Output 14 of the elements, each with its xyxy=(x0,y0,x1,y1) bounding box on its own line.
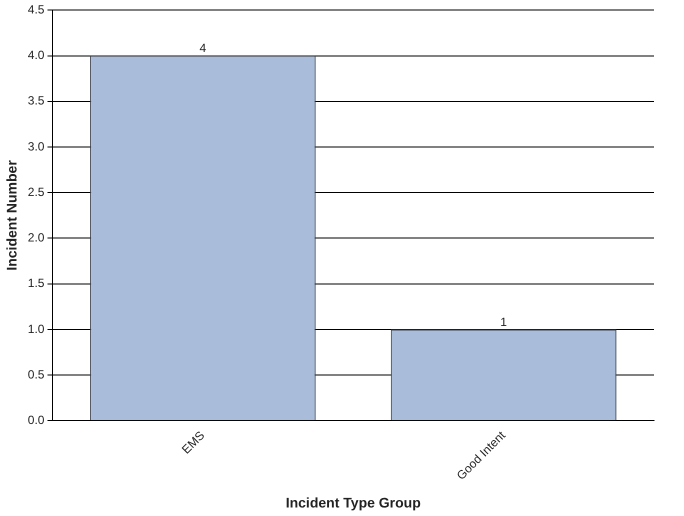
y-tick-label: 3.0 xyxy=(28,139,45,154)
x-axis-title: Incident Type Group xyxy=(286,494,421,510)
y-axis-title: Incident Number xyxy=(3,160,20,271)
y-tick-label: 2.5 xyxy=(28,184,45,199)
y-tick-label: 4.5 xyxy=(28,2,45,17)
y-tick-label: 1.0 xyxy=(28,322,45,336)
y-tick-label: 3.5 xyxy=(28,94,45,108)
data-label: 1 xyxy=(500,314,508,329)
y-tick-label: 0.5 xyxy=(28,367,45,382)
data-label: 4 xyxy=(200,41,207,56)
y-tick-label: 4.0 xyxy=(28,48,45,62)
y-tick-label: 0.0 xyxy=(28,412,45,427)
y-tick-label: 1.5 xyxy=(28,276,45,290)
y-tick-label: 2.0 xyxy=(28,230,45,245)
